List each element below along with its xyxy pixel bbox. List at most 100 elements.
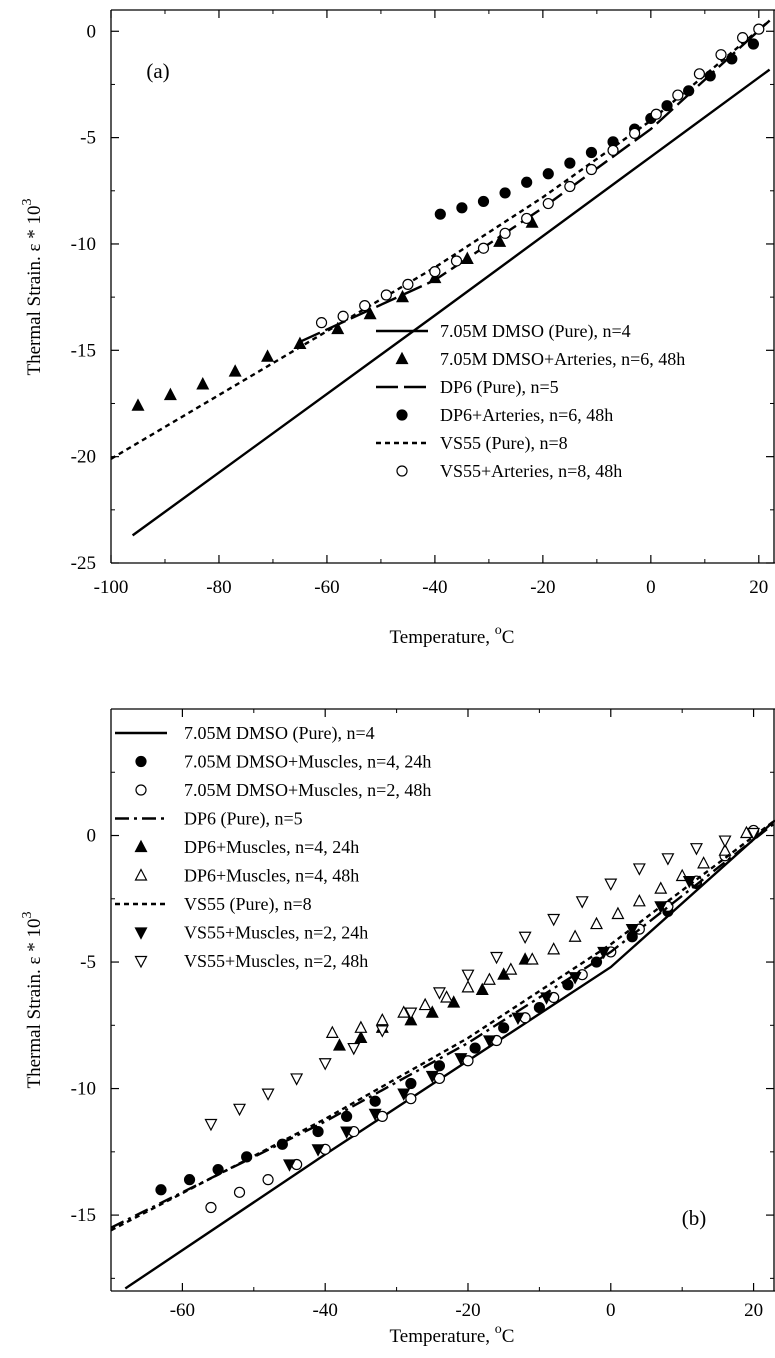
- legend-item: 7.05M DMSO+Arteries, n=6, 48h: [395, 349, 685, 369]
- legend-marker: [395, 351, 409, 365]
- data-point: [547, 942, 561, 955]
- legend-marker: [134, 839, 148, 853]
- series-7: [111, 819, 775, 1232]
- data-point: [359, 300, 371, 312]
- legend-marker: [396, 465, 408, 477]
- y-tick-label: -5: [80, 128, 96, 149]
- legend-label: 7.05M DMSO+Arteries, n=6, 48h: [440, 349, 685, 369]
- x-tick-label: -60: [314, 577, 339, 598]
- x-tick-label: -60: [170, 1300, 195, 1321]
- x-axis-title: Temperature, oC: [390, 1322, 515, 1347]
- data-point: [498, 1022, 510, 1034]
- data-point: [525, 952, 539, 965]
- data-point: [233, 1186, 246, 1198]
- data-point: [533, 1001, 545, 1014]
- data-point: [290, 1073, 304, 1086]
- y-tick-label: -10: [71, 234, 96, 255]
- x-tick-label: -20: [530, 577, 555, 598]
- y-tick-label: -25: [71, 553, 96, 574]
- data-point: [654, 901, 668, 914]
- data-point: [661, 853, 675, 866]
- data-point: [405, 1077, 417, 1090]
- legend-label: VS55+Muscles, n=2, 48h: [184, 951, 368, 971]
- series-line: [124, 819, 775, 1290]
- x-tick-label: 20: [749, 577, 768, 598]
- data-point: [340, 1126, 354, 1139]
- data-point: [131, 398, 145, 411]
- data-point: [454, 1053, 468, 1066]
- data-point: [461, 980, 475, 993]
- data-point: [499, 187, 511, 199]
- data-point: [475, 982, 489, 995]
- data-point: [440, 990, 454, 1003]
- data-point: [575, 896, 589, 909]
- data-point: [753, 23, 765, 35]
- data-point: [585, 163, 598, 176]
- data-point: [397, 1005, 411, 1018]
- legend-label: DP6+Muscles, n=4, 24h: [184, 837, 359, 857]
- legend-item: DP6 (Pure), n=5: [115, 809, 303, 830]
- data-point: [715, 49, 727, 61]
- data-point: [739, 825, 753, 839]
- legend-marker: [134, 927, 148, 940]
- legend-item: 7.05M DMSO+Muscles, n=2, 48h: [135, 780, 431, 800]
- data-point: [404, 1007, 418, 1020]
- data-point: [432, 987, 446, 1000]
- data-point: [607, 144, 619, 156]
- data-point: [682, 875, 696, 889]
- data-point: [611, 906, 625, 920]
- x-tick-label: 0: [606, 1300, 616, 1321]
- series-line: [111, 819, 775, 1232]
- data-point: [518, 931, 532, 945]
- legend-marker: [396, 409, 408, 421]
- data-point: [354, 1030, 368, 1044]
- data-point: [629, 127, 641, 139]
- legend-item: VS55+Arteries, n=8, 48h: [396, 461, 622, 481]
- data-point: [597, 946, 611, 960]
- data-point: [542, 168, 554, 180]
- x-axis-title: Temperature, oC: [390, 623, 515, 648]
- data-point: [402, 278, 414, 290]
- series-1: [124, 819, 775, 1290]
- data-point: [204, 1118, 218, 1132]
- x-tick-label: -40: [313, 1300, 338, 1321]
- data-point: [493, 234, 507, 247]
- legend-label: DP6+Muscles, n=4, 48h: [184, 866, 359, 886]
- legend-label: VS55+Arteries, n=8, 48h: [440, 461, 622, 481]
- data-point: [262, 1174, 274, 1186]
- y-tick-label: -10: [71, 1079, 96, 1100]
- series-line: [111, 821, 775, 1229]
- legend-marker: [135, 784, 147, 796]
- data-point: [212, 1163, 224, 1176]
- data-point: [585, 146, 598, 159]
- data-point: [672, 89, 684, 101]
- y-axis-title: Thermal Strain. ε * 103: [20, 199, 45, 376]
- data-point: [564, 157, 576, 169]
- y-tick-label: 0: [87, 826, 97, 847]
- data-point: [693, 68, 706, 80]
- legend-item: VS55 (Pure), n=8: [376, 433, 568, 454]
- data-point: [499, 227, 511, 239]
- legend-label: DP6+Arteries, n=6, 48h: [440, 405, 613, 425]
- data-point: [369, 1095, 381, 1107]
- legend-marker: [134, 868, 148, 881]
- data-point: [490, 951, 504, 965]
- data-point: [155, 1184, 167, 1196]
- data-point: [397, 1088, 411, 1101]
- data-point: [341, 1110, 353, 1123]
- data-point: [380, 289, 392, 301]
- legend-label: VS55+Muscles, n=2, 24h: [184, 923, 368, 943]
- data-point: [689, 843, 703, 856]
- data-point: [368, 1108, 382, 1122]
- data-point: [683, 85, 695, 97]
- legend-label: 7.05M DMSO+Muscles, n=4, 24h: [184, 752, 431, 772]
- data-point: [568, 929, 582, 942]
- y-tick-label: -20: [71, 447, 96, 468]
- data-point: [315, 317, 328, 329]
- data-point: [354, 1020, 368, 1033]
- data-point: [375, 1012, 389, 1026]
- data-point: [318, 1058, 332, 1071]
- data-point: [196, 377, 210, 390]
- series-line: [131, 68, 771, 537]
- series-4: [111, 821, 775, 1229]
